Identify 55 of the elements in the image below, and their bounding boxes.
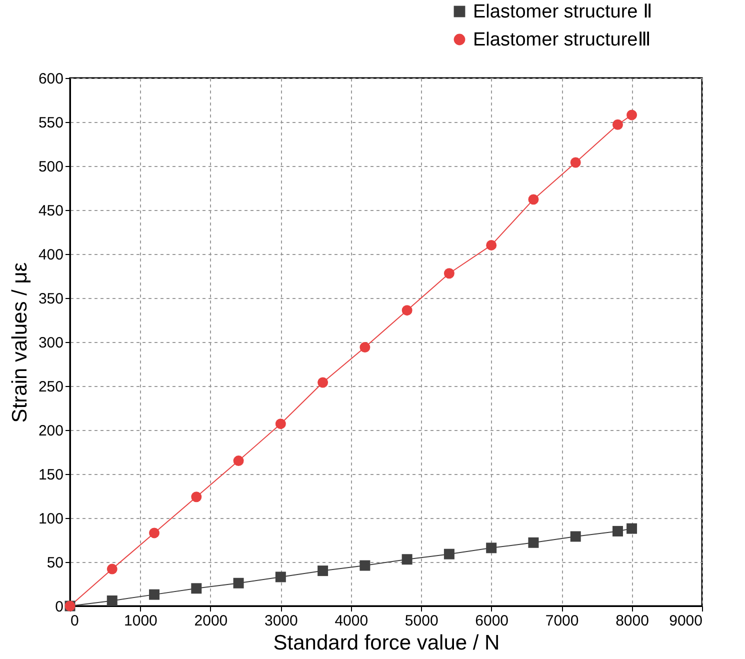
point	[444, 548, 454, 560]
point	[191, 492, 202, 502]
point	[360, 560, 370, 571]
point	[149, 528, 160, 538]
point	[233, 578, 244, 588]
x-tick-label: 3000	[264, 612, 298, 630]
point	[402, 554, 412, 565]
point	[486, 542, 497, 554]
y-tick-label: 300	[38, 334, 64, 352]
point	[106, 564, 118, 574]
legend-label: Elastomer structure Ⅱ	[473, 2, 652, 22]
point	[444, 268, 454, 279]
point	[626, 110, 638, 120]
y-tick-label: 250	[38, 378, 64, 396]
y-tick-label: 400	[38, 246, 64, 264]
y-tick-label: 550	[38, 114, 64, 132]
x-tick-label: 7000	[545, 612, 579, 630]
point	[318, 566, 328, 576]
y-tick-label: 50	[46, 554, 64, 572]
point	[570, 531, 581, 542]
x-tick-label: 0	[70, 612, 79, 630]
point	[360, 342, 370, 353]
point	[233, 456, 244, 466]
x-axis-title: Standard force value / N	[273, 632, 500, 654]
point	[275, 572, 286, 582]
point	[318, 377, 328, 388]
y-tick-label: 350	[38, 290, 64, 308]
y-axis-title: Strain values / με	[8, 262, 32, 423]
x-tick-label: 4000	[334, 612, 368, 630]
y-tick-label: 200	[38, 422, 64, 440]
point	[612, 526, 623, 536]
x-tick-label: 2000	[194, 612, 228, 630]
point	[528, 537, 539, 548]
point	[402, 305, 412, 316]
y-tick-label: 100	[38, 510, 64, 528]
x-tick-label: 1000	[124, 612, 158, 630]
x-tick-label: 6000	[475, 612, 509, 630]
point	[106, 595, 118, 606]
y-tick-label: 450	[38, 202, 64, 220]
y-tick-label: 500	[38, 158, 64, 176]
point	[626, 523, 638, 534]
point	[570, 157, 581, 168]
legend-label: Elastomer structureⅢ	[473, 30, 651, 50]
point	[191, 583, 202, 594]
point	[528, 194, 539, 205]
point	[149, 589, 160, 600]
y-tick-label: 0	[55, 598, 64, 616]
x-tick-label: 5000	[404, 612, 438, 630]
point	[275, 418, 286, 430]
y-tick-label: 600	[38, 70, 64, 88]
point	[486, 240, 497, 250]
x-tick-label: 9000	[669, 612, 702, 630]
x-tick-label: 8000	[616, 612, 649, 630]
point	[612, 119, 623, 130]
y-tick-label: 150	[38, 466, 64, 484]
